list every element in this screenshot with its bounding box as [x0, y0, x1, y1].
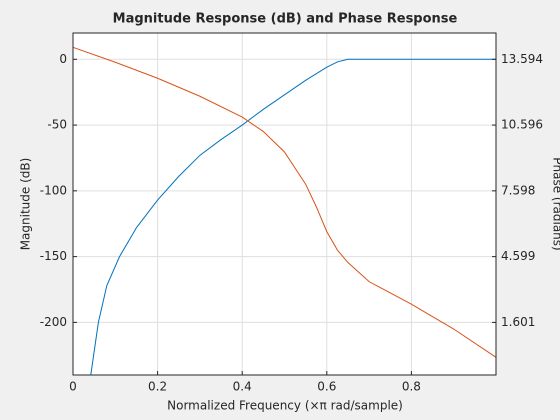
- plot-area: [73, 33, 496, 375]
- y-tick-label: -200: [40, 315, 67, 329]
- x-tick-label: 0.2: [148, 380, 167, 394]
- y-axis-label: Magnitude (dB): [19, 158, 33, 251]
- y2-tick-label: 1.601: [501, 315, 535, 329]
- series-line: [72, 46, 497, 358]
- x-tick-label: 0.8: [402, 380, 421, 394]
- series-line: [90, 58, 496, 376]
- axes-box: [72, 32, 497, 376]
- x-tick-label: 0.4: [233, 380, 252, 394]
- grid: [72, 33, 496, 375]
- chart-title: Magnitude Response (dB) and Phase Respon…: [113, 12, 458, 27]
- x-tick-label: 0: [69, 380, 77, 394]
- y-tick-label: -100: [40, 183, 67, 197]
- y2-tick-label: 7.598: [501, 183, 535, 197]
- x-axis-label: Normalized Frequency (×π rad/sample): [167, 399, 403, 413]
- y2-axis-label: Phase (radians): [551, 157, 560, 250]
- y-tick-label: -150: [40, 249, 67, 263]
- x-tick-label: 0.6: [317, 380, 336, 394]
- y2-tick-label: 10.596: [501, 118, 543, 132]
- y-tick-label: 0: [59, 52, 67, 66]
- y2-tick-label: 4.599: [501, 249, 535, 263]
- lines: [72, 46, 497, 376]
- y2-tick-label: 13.594: [501, 52, 543, 66]
- y-tick-label: -50: [47, 118, 67, 132]
